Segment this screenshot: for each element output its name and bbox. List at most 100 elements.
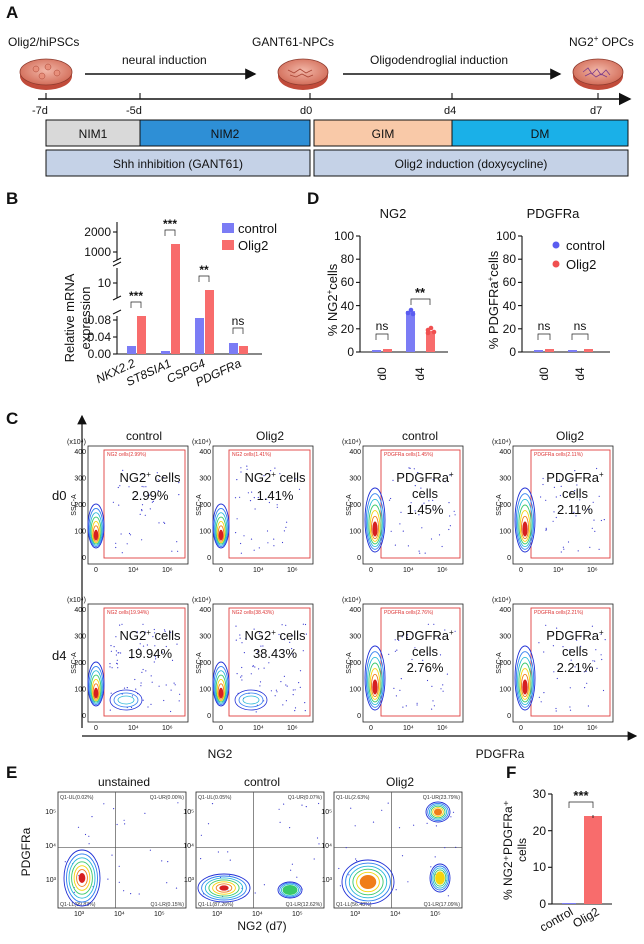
- flow-event: [146, 644, 148, 646]
- quad-xtick: 10⁴: [114, 911, 125, 918]
- flow-pop-label: NG2+ cells: [244, 470, 306, 485]
- quad-contour: [71, 861, 93, 895]
- b-tick: 0.00: [88, 347, 112, 361]
- flow-event: [596, 667, 598, 670]
- flow-contour: [212, 661, 230, 707]
- flow-event: [569, 649, 571, 651]
- flow-gate-label: NG2 cells(38.43%): [232, 610, 274, 616]
- flow-event: [398, 639, 400, 642]
- panel-d: D NG2 PDGFRa % NG2+cells % PDGFRa+cells …: [307, 189, 610, 381]
- quad-label-lr: Q1-LR(12.62%): [286, 902, 323, 908]
- flow-pop-label: PDGFRa+: [546, 470, 604, 485]
- flow-event: [119, 624, 121, 626]
- quad-event: [107, 878, 109, 880]
- b-bar-pdgfra-control: [229, 343, 238, 354]
- flow-event: [432, 479, 434, 481]
- flow-event: [562, 546, 565, 548]
- flow-contour: [212, 503, 230, 549]
- flow-event: [392, 479, 394, 481]
- flow-event: [538, 696, 541, 698]
- dm-box: [451, 119, 629, 147]
- flow-event: [545, 624, 547, 626]
- flow-event: [117, 667, 119, 669]
- flow-event: [115, 542, 117, 544]
- flow-event: [143, 486, 145, 488]
- flow-event: [399, 689, 401, 692]
- quad-event: [138, 893, 140, 895]
- flow-event: [433, 480, 435, 482]
- quad-contour: [208, 879, 240, 897]
- flow-percentage: 1.45%: [407, 502, 444, 517]
- flow-contour: [514, 487, 536, 553]
- flow-contour: [365, 493, 385, 550]
- quad-event: [452, 811, 455, 813]
- flow-exp-label: (x10⁴): [492, 439, 511, 446]
- flow-event: [400, 678, 402, 680]
- flow-event: [235, 625, 237, 627]
- flow-event: [116, 659, 118, 661]
- d-tick: 60: [341, 275, 355, 289]
- flow-event: [410, 502, 412, 504]
- flow-event: [418, 550, 420, 552]
- quad-event: [263, 884, 265, 886]
- flow-xtick: 10⁶: [587, 567, 598, 574]
- flow-ytick: 0: [207, 713, 211, 720]
- quad-event: [350, 807, 352, 809]
- flow-event: [243, 652, 245, 654]
- b-legend-control: control: [238, 221, 277, 236]
- flow-event: [454, 630, 456, 632]
- flow-event: [141, 539, 143, 541]
- timeline-start-label: Olig2/hiPSCs: [8, 35, 79, 49]
- flow-event: [115, 546, 117, 549]
- quad-event: [111, 854, 113, 856]
- flow-event: [603, 519, 605, 521]
- flow-event: [304, 623, 307, 626]
- flow-event: [260, 645, 262, 647]
- flow-ytick: 400: [199, 449, 211, 456]
- quad-ytick: 10⁴: [183, 843, 194, 850]
- quad-event: [149, 849, 151, 851]
- flow-contour: [89, 512, 103, 546]
- quad-event: [348, 874, 350, 876]
- flow-event: [110, 692, 112, 694]
- flow-event: [157, 490, 159, 492]
- flow-contour: [216, 678, 226, 702]
- flow-xtick: 0: [519, 725, 523, 732]
- quad-ytick: 10⁵: [183, 809, 194, 816]
- quad-event: [355, 858, 357, 860]
- flow-event: [449, 515, 451, 517]
- flow-contour: [522, 521, 528, 537]
- flow-ytick: 200: [199, 660, 211, 667]
- flow-ytick: 100: [74, 529, 86, 536]
- quad-grid: Q1-UL(0.02%) Q1-UR(0.00%)Q1-LL(99.83%) Q1-…: [45, 791, 463, 918]
- flow-event: [388, 499, 391, 501]
- d-xcat: d4: [573, 367, 587, 381]
- panel-c: C control Olig2 control Olig2 d0 d4 NG2 …: [6, 409, 638, 761]
- flow-event: [421, 504, 423, 506]
- flow-xtick: 10⁴: [403, 567, 414, 574]
- flow-event: [585, 670, 587, 672]
- flow-event: [150, 675, 152, 677]
- flow-event: [574, 470, 576, 472]
- flow-gate: [103, 449, 186, 559]
- flow-event: [240, 552, 242, 554]
- flow-event: [576, 639, 578, 641]
- b-legend-olig2-swatch: [222, 240, 234, 250]
- flow-contour: [518, 662, 532, 703]
- quad-ytick: 10³: [322, 877, 333, 884]
- c-col-title: Olig2: [256, 429, 284, 443]
- d-pdg-d4-control: [568, 350, 577, 352]
- flow-ytick: 400: [74, 449, 86, 456]
- flow-event: [555, 516, 557, 519]
- quad-event: [124, 823, 126, 825]
- flow-event: [126, 687, 128, 689]
- quad-event: [345, 847, 347, 849]
- flow-pop-label-2: cells: [412, 486, 439, 501]
- flow-contour: [213, 665, 229, 706]
- flow-event: [409, 467, 411, 469]
- flow-event: [453, 510, 455, 512]
- quad-event: [84, 833, 87, 836]
- quad-event: [289, 827, 291, 829]
- flow-event: [428, 500, 430, 502]
- flow-event: [401, 636, 403, 638]
